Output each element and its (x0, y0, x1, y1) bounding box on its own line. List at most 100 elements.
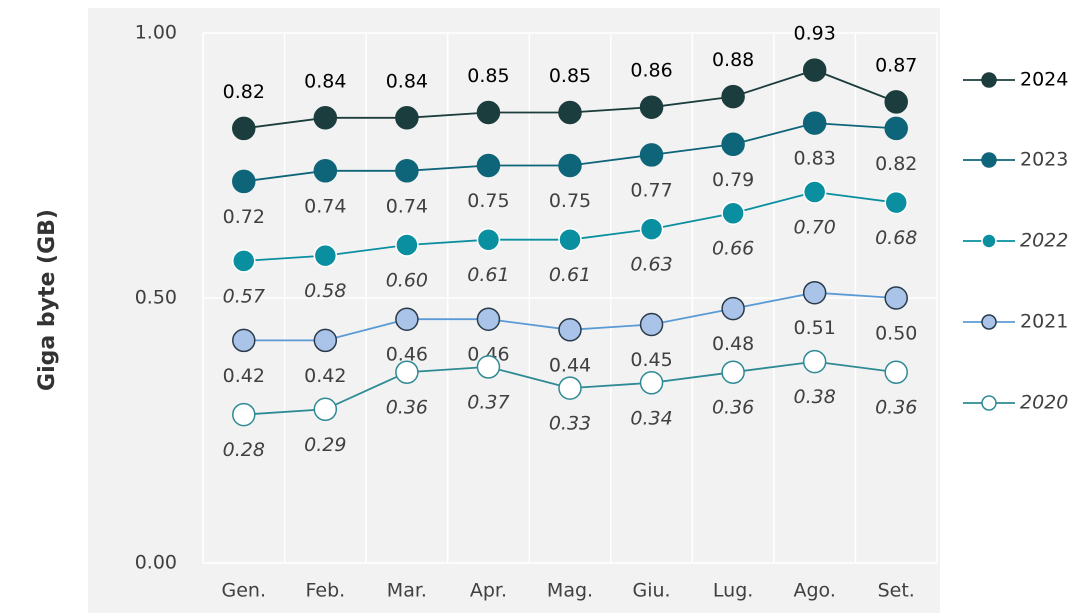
x-tick-label: Mar. (387, 580, 427, 602)
marker (721, 360, 745, 384)
marker (476, 355, 501, 379)
data-label: 0.61 (549, 264, 591, 286)
data-label: 0.42 (304, 365, 346, 387)
marker (395, 307, 419, 331)
marker (884, 286, 908, 310)
data-label: 0.38 (794, 386, 836, 408)
data-label: 0.85 (549, 65, 591, 87)
y-tick-label: 1.00 (135, 22, 177, 44)
marker (232, 116, 256, 141)
marker (395, 360, 419, 384)
x-tick-label: Feb. (305, 580, 345, 602)
marker (232, 402, 256, 427)
x-tick-label: Set. (878, 580, 915, 602)
x-tick-label: Ago. (793, 580, 835, 602)
x-tick-label: Mag. (547, 580, 593, 602)
marker (721, 132, 745, 157)
x-tick-label: Apr. (470, 580, 507, 602)
legend-label: 2023 (1020, 149, 1068, 171)
marker (802, 280, 827, 305)
legend-label: 2020 (1020, 392, 1068, 414)
marker (802, 111, 827, 135)
y-tick-label: 0.00 (135, 552, 177, 574)
data-label: 0.66 (712, 238, 754, 260)
legend-label: 2024 (1020, 69, 1068, 91)
y-axis-label: Giga byte (GB) (35, 209, 60, 391)
data-label: 0.75 (467, 190, 509, 212)
data-label: 0.77 (630, 179, 672, 201)
data-label: 0.84 (386, 70, 428, 92)
data-label: 0.33 (549, 413, 591, 435)
x-tick-label: Giu. (633, 580, 671, 602)
marker (558, 227, 582, 252)
data-label: 0.45 (630, 349, 672, 371)
data-label: 0.48 (712, 333, 754, 355)
data-label: 0.68 (875, 227, 917, 249)
y-tick-label: 0.50 (135, 287, 177, 309)
marker (558, 153, 582, 178)
marker (476, 307, 501, 331)
marker (313, 243, 338, 268)
marker (639, 217, 664, 241)
data-label: 0.93 (794, 23, 836, 45)
data-label: 0.34 (630, 407, 672, 429)
data-label: 0.82 (875, 153, 917, 175)
marker (721, 296, 745, 321)
marker (232, 328, 256, 353)
legend-marker (981, 152, 997, 168)
marker (802, 180, 827, 204)
data-label: 0.36 (386, 397, 428, 419)
data-label: 0.85 (467, 65, 509, 87)
marker (639, 371, 664, 395)
marker (639, 143, 664, 167)
legend-marker (981, 233, 997, 249)
marker (721, 201, 745, 225)
data-label: 0.63 (630, 254, 672, 276)
legend-label: 2022 (1020, 230, 1068, 252)
marker (639, 95, 664, 119)
data-label: 0.58 (304, 280, 346, 302)
data-label: 0.46 (386, 344, 428, 366)
data-label: 0.86 (630, 60, 672, 82)
marker (558, 376, 582, 400)
legend-marker (981, 314, 997, 330)
x-tick-label: Gen. (222, 580, 267, 602)
data-label: 0.36 (875, 397, 917, 419)
marker (884, 360, 908, 384)
data-label: 0.36 (712, 397, 754, 419)
data-label: 0.28 (223, 439, 265, 461)
data-label: 0.75 (549, 190, 591, 212)
plot-background (88, 8, 940, 613)
data-label: 0.46 (467, 344, 509, 366)
marker (476, 100, 501, 125)
marker (802, 58, 827, 82)
marker (639, 312, 664, 337)
data-label: 0.70 (794, 217, 836, 239)
marker (558, 100, 582, 125)
marker (313, 159, 338, 183)
marker (476, 227, 501, 252)
legend-marker (981, 72, 997, 88)
data-label: 0.61 (467, 264, 509, 286)
marker (232, 249, 256, 273)
marker (313, 397, 338, 422)
data-label: 0.57 (223, 285, 265, 307)
data-label: 0.83 (794, 148, 836, 170)
marker (313, 106, 338, 130)
marker (558, 318, 582, 342)
data-label: 0.82 (223, 81, 265, 103)
legend-marker (981, 395, 997, 411)
marker (232, 169, 256, 194)
data-label: 0.87 (875, 54, 917, 76)
data-label: 0.29 (304, 434, 346, 456)
data-label: 0.60 (386, 270, 428, 292)
marker (721, 84, 745, 109)
marker (395, 233, 419, 257)
marker (884, 190, 908, 215)
marker (395, 159, 419, 183)
x-tick-label: Lug. (713, 580, 753, 602)
data-label: 0.74 (304, 195, 346, 217)
data-label: 0.88 (712, 49, 754, 71)
data-label: 0.50 (875, 323, 917, 345)
